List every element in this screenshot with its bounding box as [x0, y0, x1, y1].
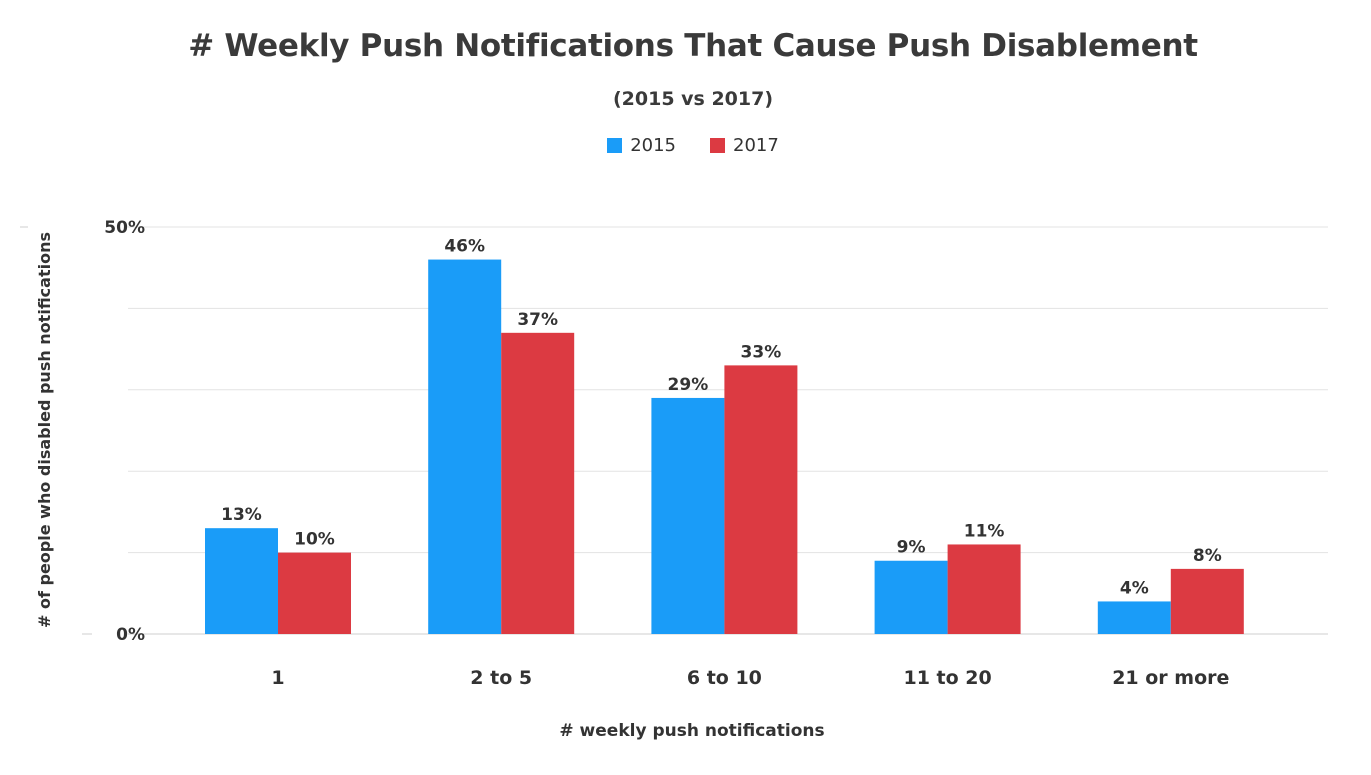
x-axis-title: # weekly push notifications: [559, 721, 824, 741]
x-tick-label: 2 to 5: [470, 667, 532, 689]
bars: [205, 259, 1244, 634]
legend-swatch-2015: [607, 138, 623, 153]
bar-2017-3: [947, 544, 1021, 634]
y-tick-label: 50%: [104, 218, 145, 238]
bar-2017-2: [724, 365, 798, 634]
legend-swatch-2017: [710, 138, 725, 153]
legend-item-2017: 2017: [710, 135, 779, 156]
bar-2015-3: [874, 560, 948, 634]
x-tick-label: 21 or more: [1112, 667, 1229, 689]
y-axis-title: # of people who disabled push notificati…: [35, 232, 54, 628]
data-label: 11%: [964, 521, 1005, 541]
data-label: 29%: [668, 375, 709, 395]
bar-2015-2: [651, 397, 725, 634]
data-label: 4%: [1120, 578, 1149, 598]
x-tick-label: 1: [271, 667, 284, 689]
y-axis-ticks: 0% 50%: [104, 218, 145, 645]
y-tick-label: 0%: [116, 625, 145, 645]
chart-legend: 2015 2017: [0, 135, 1371, 156]
x-tick-label: 6 to 10: [687, 667, 762, 689]
legend-label-2017: 2017: [733, 135, 779, 156]
data-labels: 13% 10% 46% 37% 29% 33% 9% 11% 4% 8%: [221, 237, 1222, 599]
data-label: 46%: [444, 237, 485, 257]
chart-title: # Weekly Push Notifications That Cause P…: [188, 28, 1198, 64]
bar-2015-4: [1097, 601, 1171, 634]
chart-subtitle: (2015 vs 2017): [612, 88, 774, 110]
data-label: 8%: [1193, 546, 1222, 566]
bar-2015-0: [205, 528, 278, 634]
x-axis-ticks: 1 2 to 5 6 to 10 11 to 20 21 or more: [271, 667, 1229, 689]
legend-label-2015: 2015: [630, 135, 676, 156]
data-label: 33%: [741, 342, 782, 362]
bar-2017-0: [278, 552, 351, 634]
data-label: 37%: [517, 310, 558, 330]
data-label: 9%: [897, 538, 926, 558]
bar-2017-1: [501, 332, 575, 634]
x-tick-label: 11 to 20: [903, 667, 991, 689]
bar-2015-1: [428, 259, 502, 634]
data-label: 13%: [221, 505, 262, 525]
data-label: 10%: [294, 530, 335, 550]
legend-item-2015: 2015: [607, 135, 676, 156]
bar-2017-4: [1170, 568, 1244, 634]
